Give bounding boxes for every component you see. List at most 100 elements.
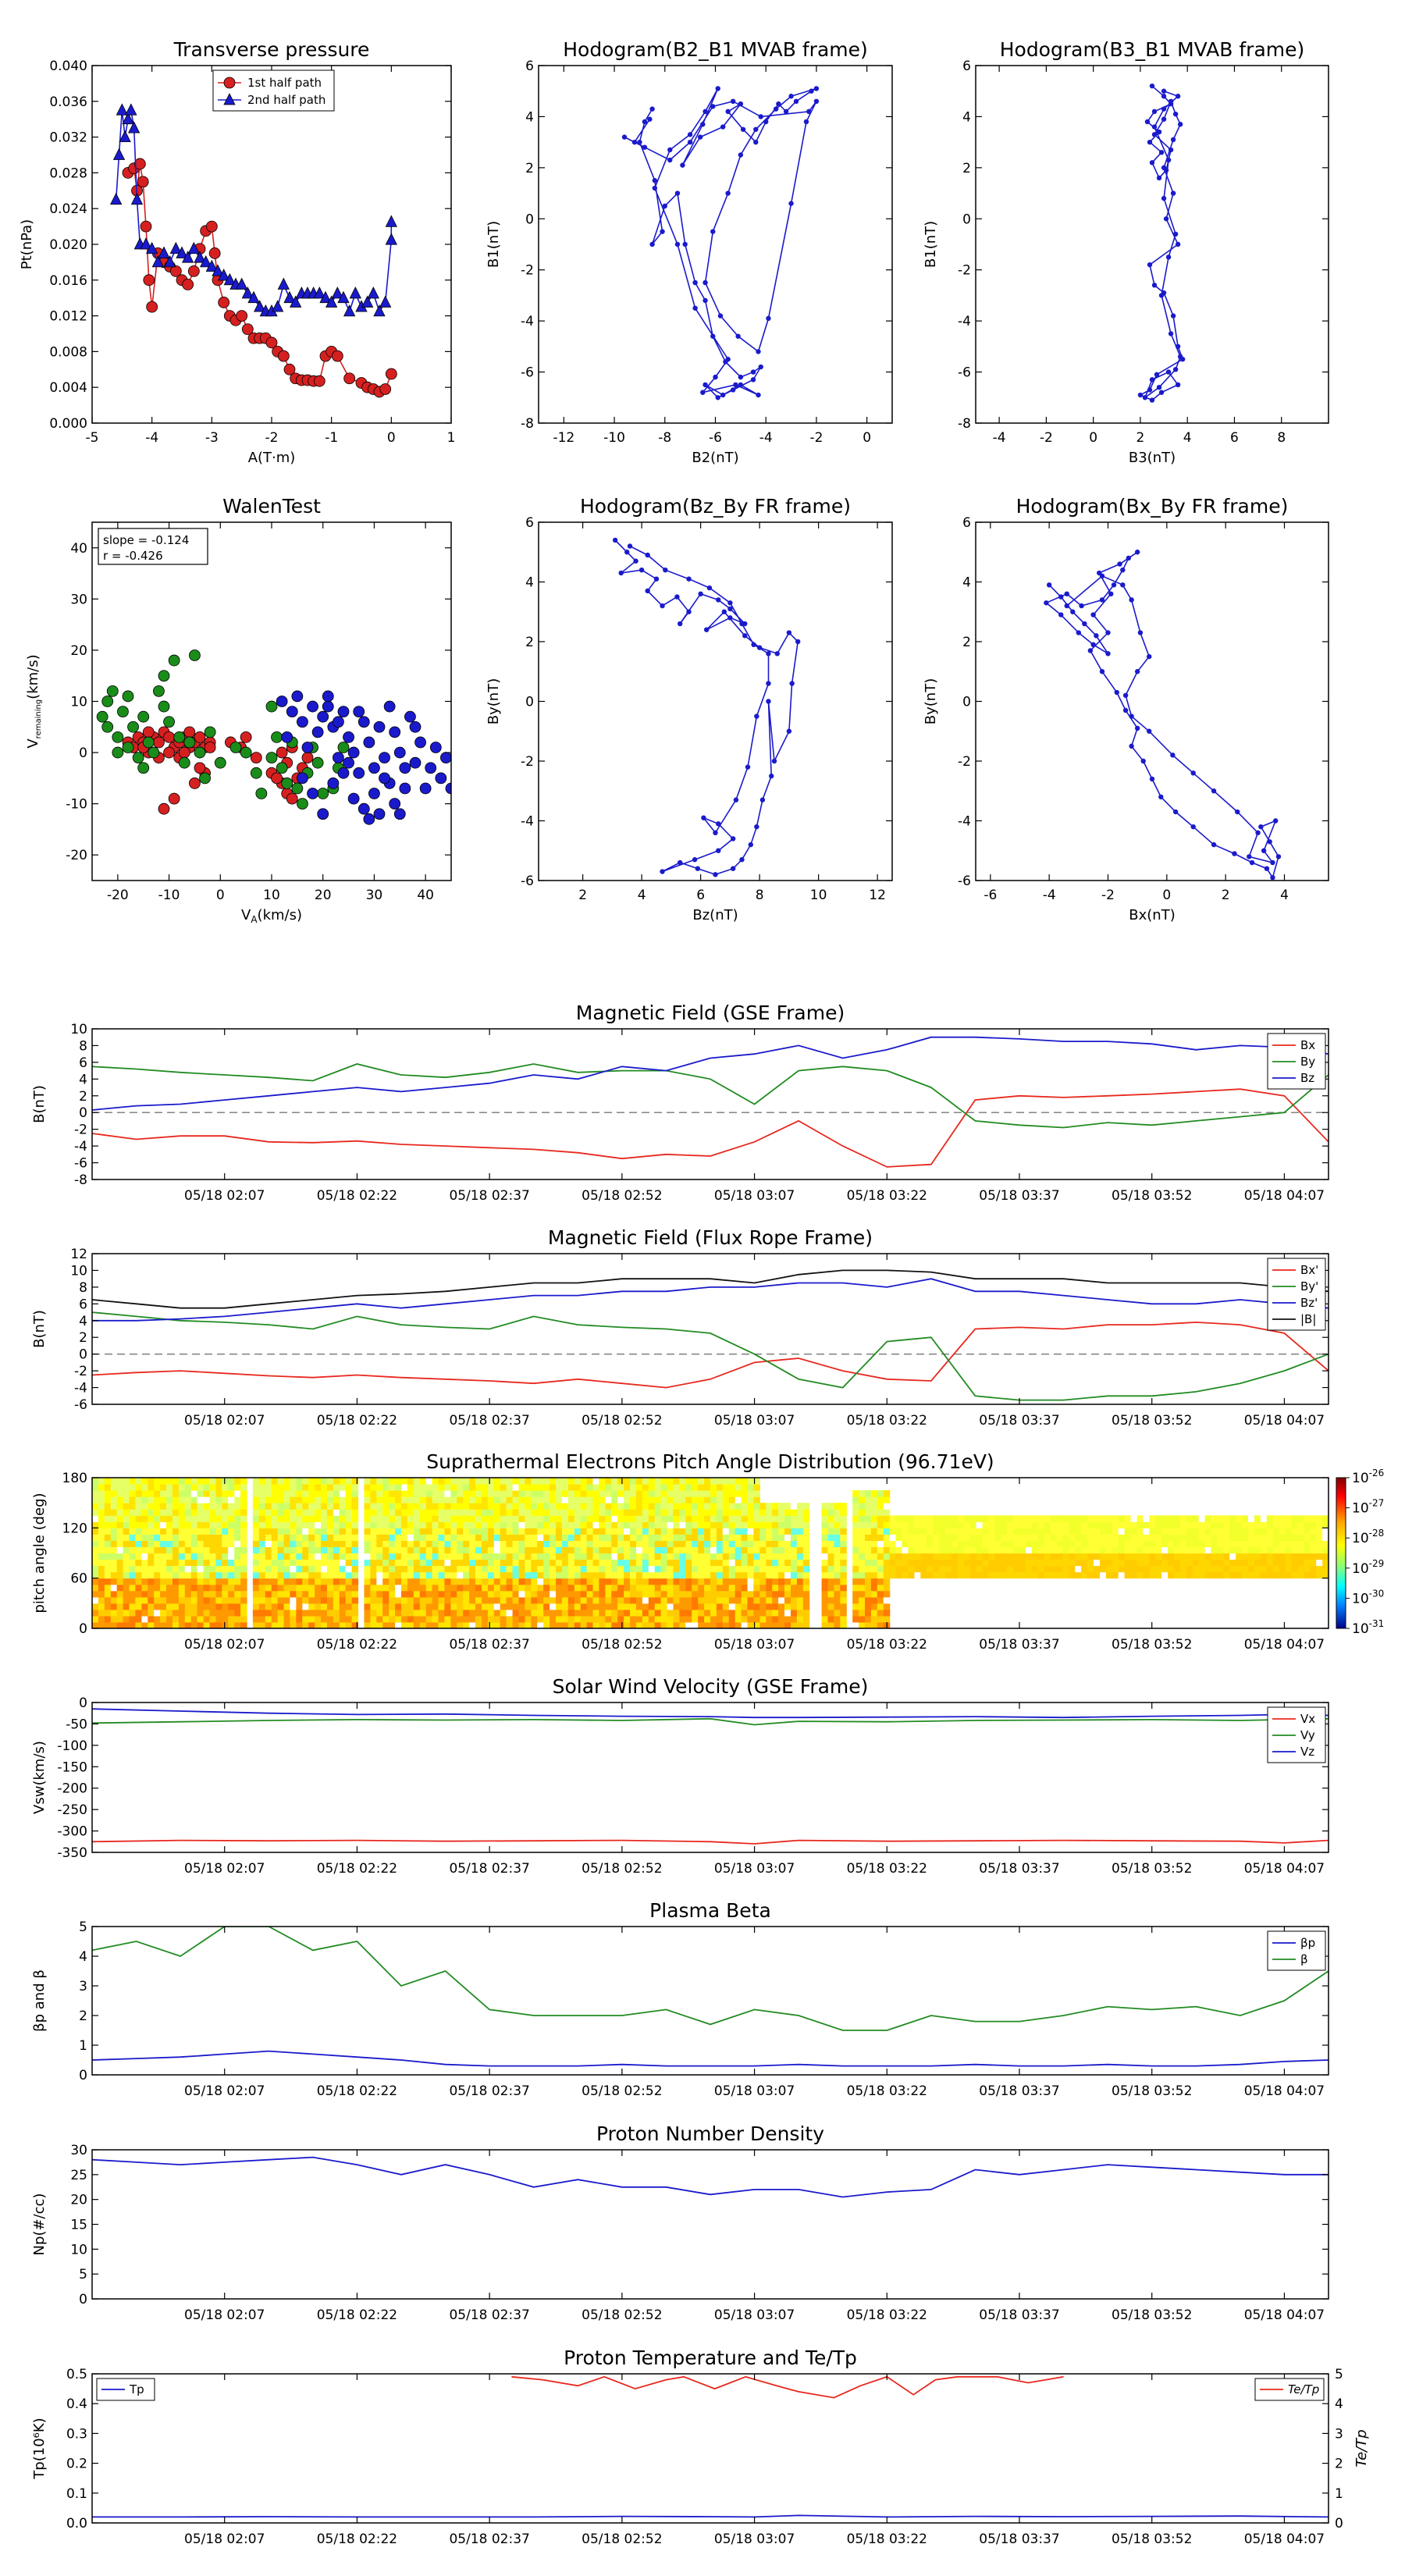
heatmap-cell [506, 1571, 514, 1579]
heatmap-cell [1248, 1521, 1255, 1528]
heatmap-cell [933, 1559, 940, 1567]
heatmap-cell [327, 1553, 334, 1560]
heatmap-cell [148, 1521, 155, 1528]
heatmap-cell [493, 1578, 501, 1585]
heatmap-cell [518, 1553, 525, 1560]
heatmap-cell [160, 1559, 167, 1567]
heatmap-cell [141, 1496, 148, 1503]
heatmap-cell [265, 1622, 272, 1628]
heatmap-cell [1025, 1553, 1033, 1560]
heatmap-cell [1094, 1528, 1101, 1535]
heatmap-cell [1236, 1546, 1243, 1554]
heatmap-cell [525, 1578, 532, 1585]
heatmap-cell [586, 1615, 594, 1623]
heatmap-cell [865, 1615, 872, 1623]
heatmap-cell [290, 1590, 297, 1598]
heatmap-cell [333, 1571, 340, 1579]
heatmap-cell [561, 1515, 569, 1522]
heatmap-cell [1179, 1521, 1187, 1528]
data-point [409, 756, 422, 769]
heatmap-cell [648, 1553, 656, 1560]
heatmap-cell [827, 1515, 834, 1522]
xtick-label: 05/18 03:37 [979, 1861, 1059, 1877]
data-point [178, 756, 190, 769]
heatmap-cell [537, 1515, 544, 1522]
heatmap-cell [382, 1490, 389, 1497]
heatmap-cell [636, 1546, 643, 1554]
heatmap-cell [865, 1521, 872, 1528]
heatmap-cell [586, 1559, 594, 1567]
heatmap-cell [988, 1559, 995, 1567]
heatmap-cell [710, 1571, 717, 1579]
heatmap-cell [543, 1584, 550, 1592]
heatmap-cell [728, 1490, 736, 1497]
heatmap-cell [154, 1578, 161, 1585]
data-point [429, 742, 442, 753]
heatmap-cell [148, 1503, 155, 1510]
heatmap-cell [1037, 1553, 1045, 1560]
heatmap-cell [444, 1559, 451, 1567]
heatmap-cell [116, 1478, 124, 1485]
heatmap-cell [512, 1559, 520, 1567]
heatmap-cell [1168, 1546, 1175, 1554]
heatmap-cell [370, 1540, 377, 1547]
heatmap-cell [1304, 1553, 1311, 1560]
heatmap-cell [654, 1584, 662, 1592]
heatmap-cell [685, 1490, 692, 1497]
heatmap-cell [296, 1615, 303, 1623]
heatmap-cell [722, 1509, 730, 1516]
heatmap-cell [945, 1546, 952, 1554]
heatmap-cell [870, 1546, 878, 1554]
heatmap-cell [877, 1578, 884, 1585]
ytick-label: 4 [79, 1314, 87, 1329]
heatmap-cell [852, 1521, 859, 1528]
heatmap-cell [791, 1609, 798, 1617]
heatmap-cell [599, 1609, 606, 1617]
heatmap-cell [747, 1590, 754, 1598]
heatmap-cell [722, 1578, 730, 1585]
heatmap-cell [339, 1559, 347, 1567]
data-point [1258, 824, 1264, 830]
heatmap-cell [766, 1509, 773, 1516]
heatmap-cell [722, 1515, 730, 1522]
data-point [271, 772, 283, 785]
heatmap-cell [827, 1509, 834, 1516]
heatmap-cell [574, 1615, 582, 1623]
heatmap-cell [561, 1503, 569, 1510]
heatmap-cell [927, 1534, 934, 1541]
heatmap-cell [908, 1515, 915, 1522]
series-line-Te/Tp [511, 2375, 1064, 2399]
heatmap-cell [482, 1484, 489, 1491]
heatmap-cell [636, 1559, 643, 1567]
heatmap-cell [654, 1490, 662, 1497]
heatmap-cell [704, 1571, 711, 1579]
heatmap-cell [339, 1546, 347, 1554]
heatmap-cell [178, 1622, 186, 1628]
heatmap-cell [1081, 1546, 1088, 1554]
heatmap-cell [802, 1571, 810, 1579]
heatmap-cell [141, 1559, 148, 1567]
heatmap-cell [870, 1496, 878, 1503]
heatmap-cell [716, 1496, 724, 1503]
heatmap-cell [827, 1503, 834, 1510]
heatmap-cell [1118, 1546, 1126, 1554]
heatmap-cell [660, 1603, 668, 1610]
heatmap-cell [432, 1546, 439, 1554]
heatmap-cell [870, 1490, 878, 1497]
heatmap-cell [592, 1503, 599, 1510]
heatmap-cell [506, 1515, 514, 1522]
data-point [758, 364, 763, 370]
heatmap-cell [1069, 1521, 1076, 1528]
heatmap-cell [611, 1603, 618, 1610]
heatmap-cell [735, 1528, 742, 1535]
heatmap-cell [290, 1528, 297, 1535]
heatmap-cell [141, 1490, 148, 1497]
heatmap-cell [184, 1615, 192, 1623]
heatmap-cell [469, 1615, 476, 1623]
heatmap-cell [401, 1503, 408, 1510]
heatmap-cell [265, 1528, 272, 1535]
colorbar-label: 10-28 [1352, 1528, 1384, 1546]
heatmap-cell [1204, 1521, 1212, 1528]
heatmap-cell [234, 1521, 241, 1528]
heatmap-cell [778, 1578, 785, 1585]
